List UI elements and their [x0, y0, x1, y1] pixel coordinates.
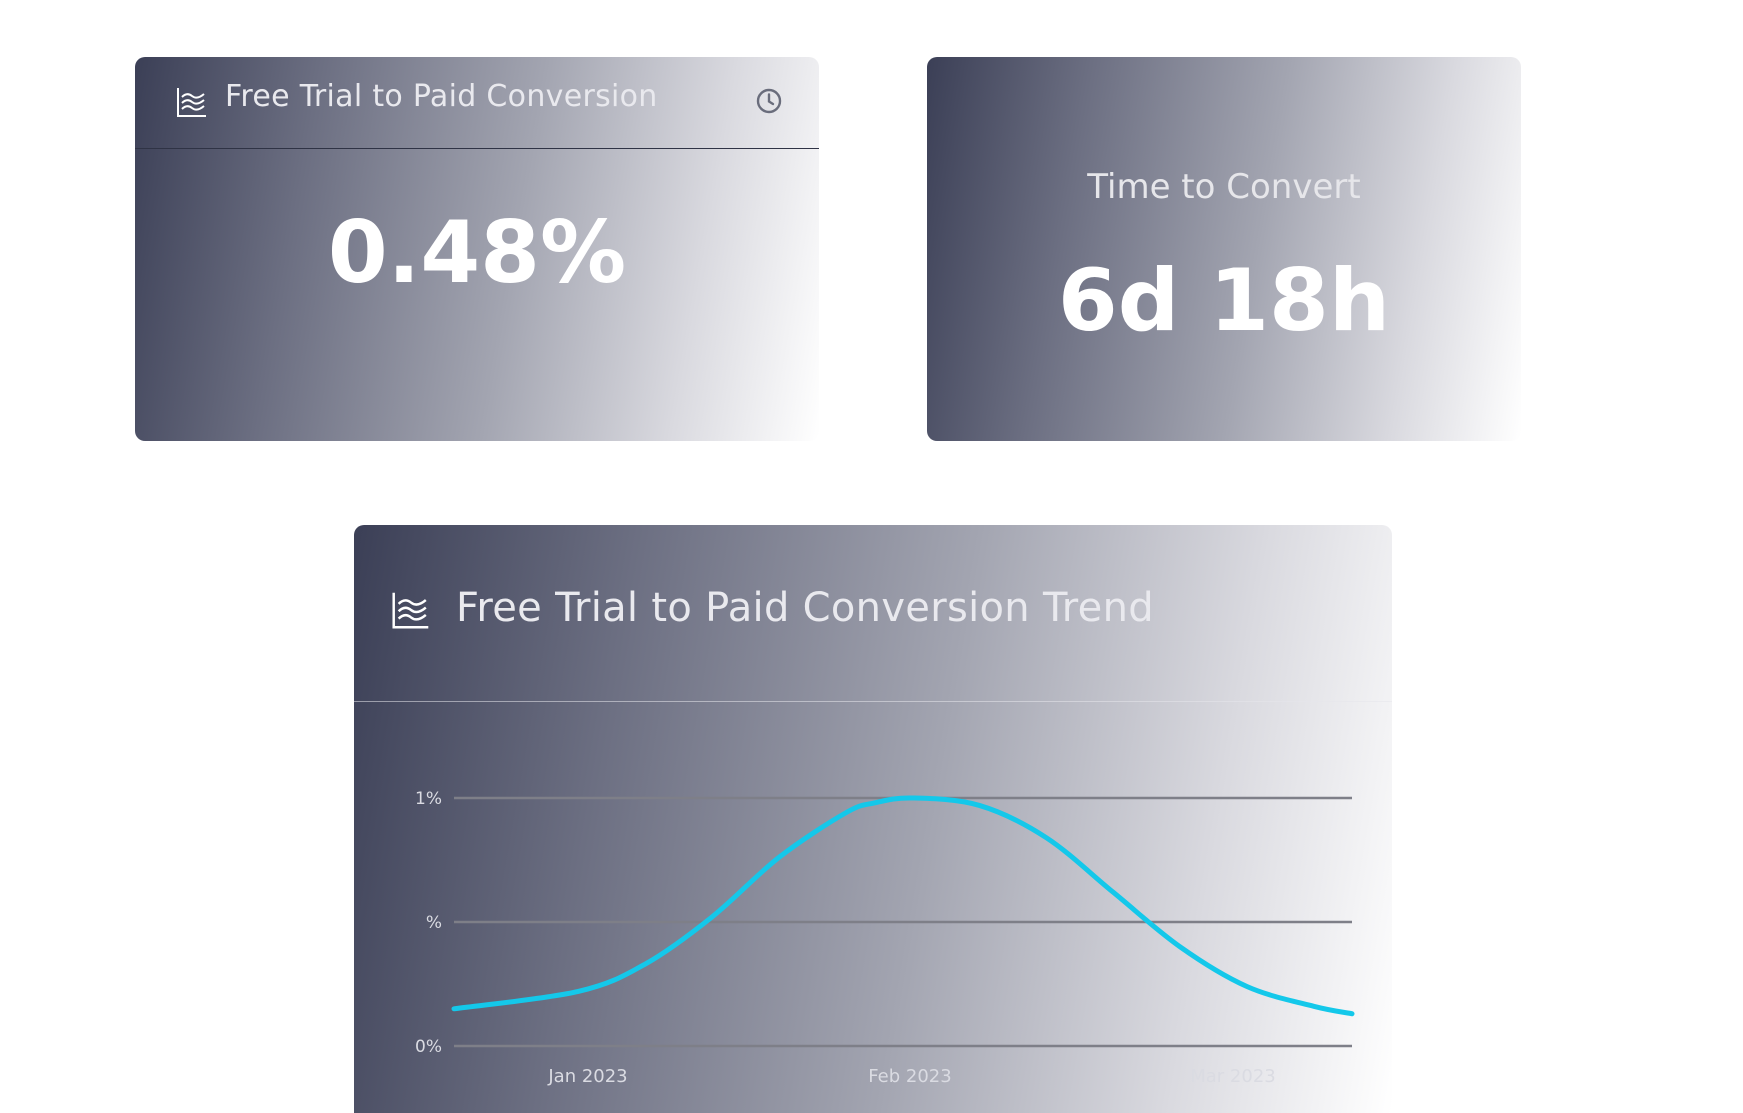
conversion-card-title: Free Trial to Paid Conversion: [225, 79, 658, 114]
area-chart-icon: [392, 592, 429, 629]
area-chart-icon: [177, 88, 206, 117]
conversion-value: 0.48%: [327, 203, 627, 303]
trend-line-chart: 0%% 1% Jan 2023 Feb 2023 Mar 2023: [415, 789, 1355, 1087]
y-tick-label: 1%: [415, 789, 442, 809]
time-to-convert-label: Time to Convert: [1087, 167, 1361, 207]
conversion-card-header: Free Trial to Paid Conversion: [135, 57, 819, 149]
x-tick-label: Feb 2023: [868, 1066, 951, 1087]
conversion-series-line: [451, 795, 1355, 1017]
x-tick-label: Jan 2023: [547, 1066, 627, 1087]
x-tick-label: Mar 2023: [1190, 1066, 1276, 1087]
conversion-trend-card: Free Trial to Paid Conversion Trend 0%% 1…: [354, 525, 1392, 1113]
clock-icon[interactable]: [755, 87, 783, 115]
y-tick-label: 0%: [415, 1037, 442, 1057]
y-tick-label: %: [426, 913, 442, 933]
time-to-convert-value: 6d 18h: [1057, 251, 1391, 351]
conversion-card: Free Trial to Paid Conversion 0.48%: [135, 57, 819, 441]
trend-card-header: Free Trial to Paid Conversion Trend: [354, 525, 1392, 702]
trend-card-title: Free Trial to Paid Conversion Trend: [456, 585, 1154, 631]
time-to-convert-card: Time to Convert 6d 18h: [927, 57, 1521, 441]
